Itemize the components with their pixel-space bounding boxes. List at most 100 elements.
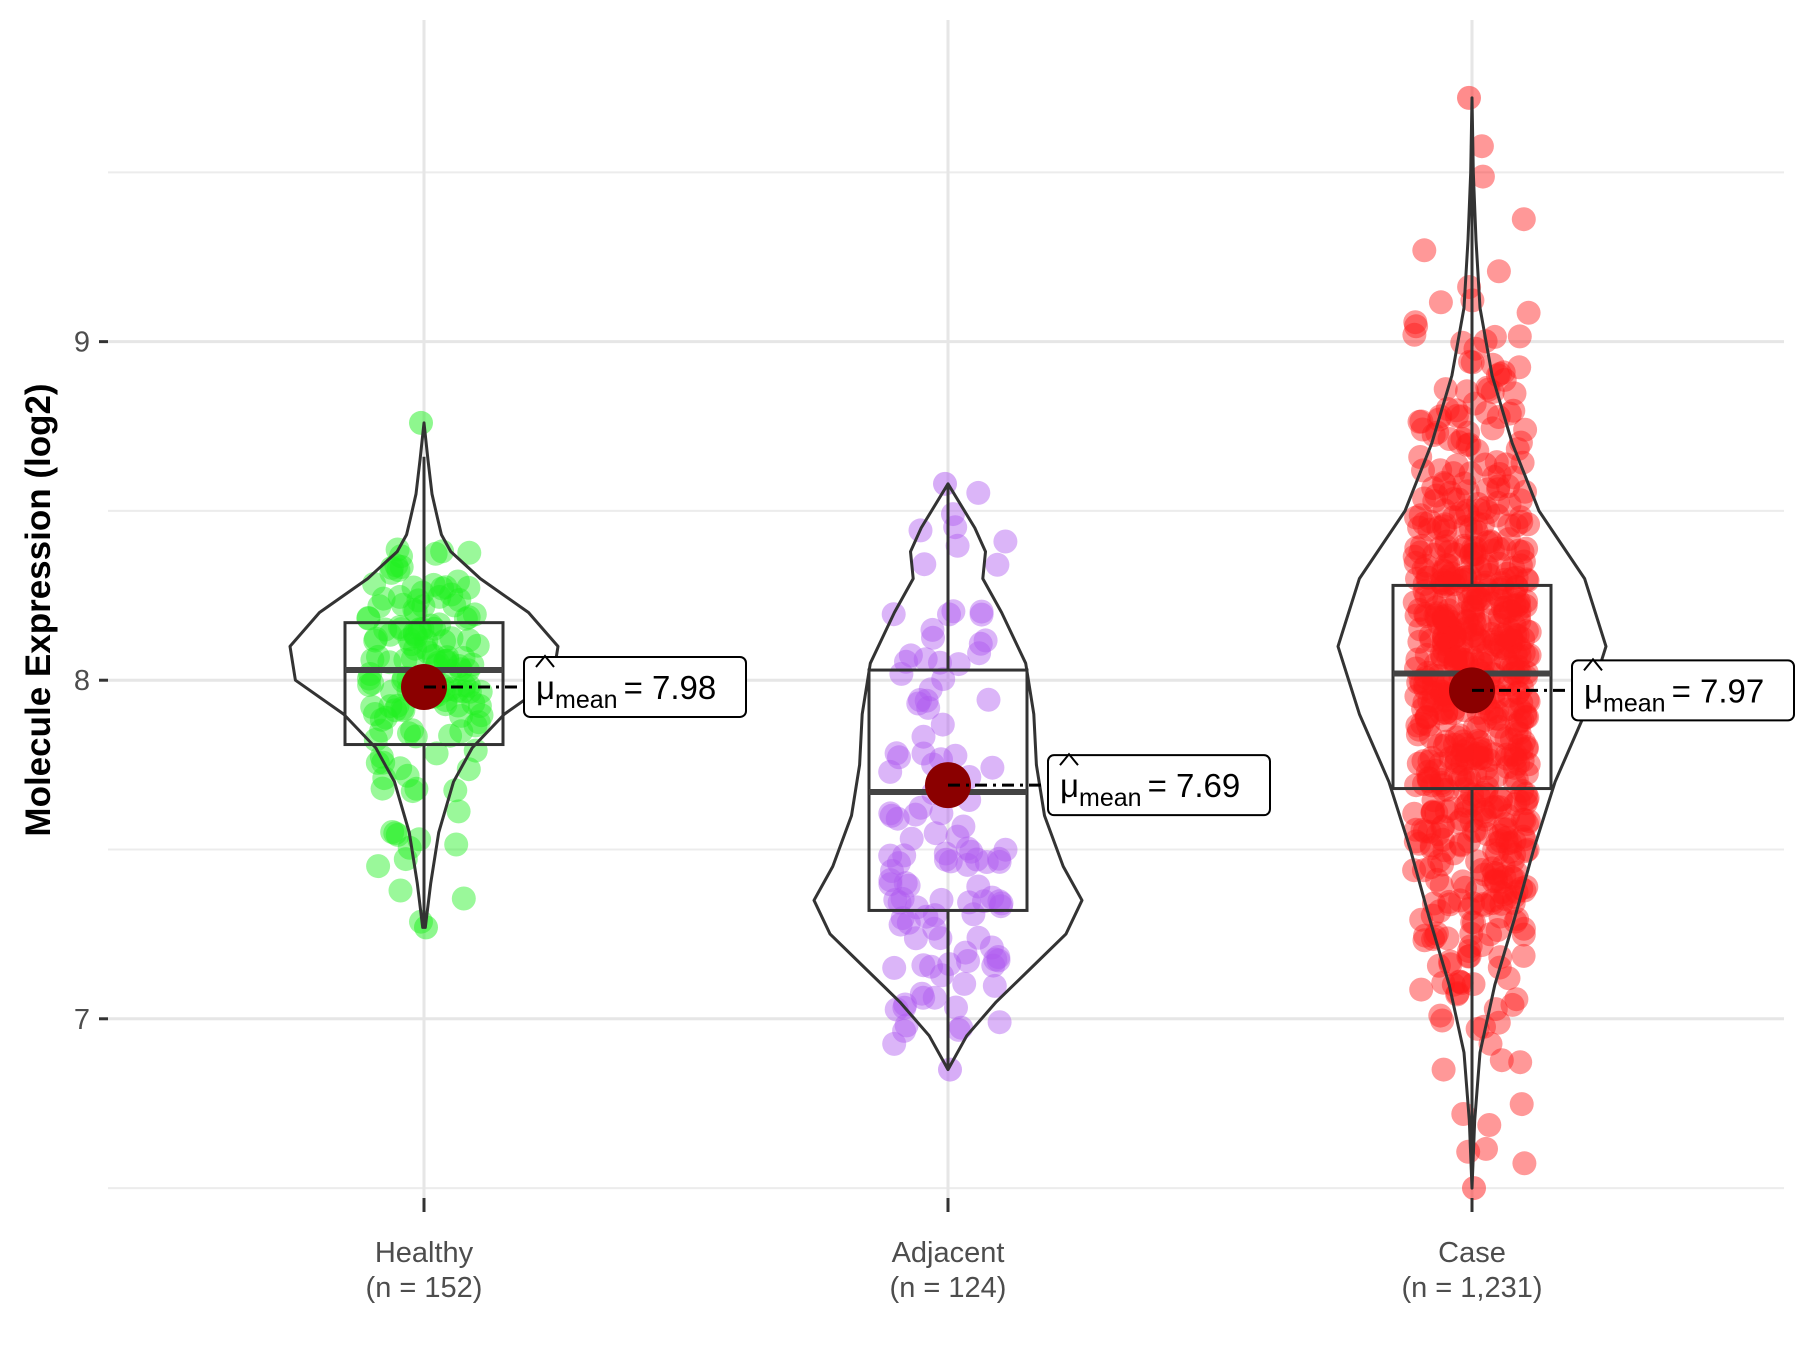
data-point <box>887 745 911 770</box>
data-point <box>1439 561 1464 586</box>
data-point <box>1417 517 1442 542</box>
data-point <box>1430 815 1455 840</box>
data-point <box>1408 445 1433 469</box>
iqr-box <box>1391 583 1553 791</box>
data-point <box>446 693 470 718</box>
data-point <box>1498 830 1523 855</box>
data-point <box>1408 540 1433 565</box>
data-point <box>1426 611 1451 636</box>
data-point <box>1474 554 1499 579</box>
data-point <box>1470 512 1495 537</box>
data-point <box>1455 433 1480 458</box>
data-point <box>1432 609 1457 634</box>
data-point <box>913 647 938 672</box>
data-point <box>1480 891 1505 916</box>
data-point <box>892 843 917 868</box>
data-point <box>922 985 947 1010</box>
data-point <box>1477 748 1502 773</box>
violin-outline <box>1336 96 1608 1190</box>
data-point <box>931 667 956 692</box>
data-point <box>1428 535 1453 560</box>
data-point <box>1513 417 1538 442</box>
data-point <box>1475 530 1500 555</box>
data-point <box>968 631 993 656</box>
data-point <box>366 854 391 879</box>
data-point <box>1436 598 1461 623</box>
data-point <box>1462 819 1487 844</box>
data-point <box>1503 792 1528 817</box>
data-point <box>1443 644 1468 669</box>
data-point <box>1511 922 1536 947</box>
data-point <box>1485 763 1509 788</box>
data-point <box>1438 616 1463 641</box>
data-point <box>1422 542 1447 567</box>
data-point <box>1429 701 1454 726</box>
data-point <box>1419 855 1444 880</box>
data-point <box>1431 606 1456 631</box>
data-point <box>1468 736 1493 761</box>
data-point <box>1512 827 1537 852</box>
y-tick-label: 7 <box>74 1004 90 1036</box>
data-point <box>1493 882 1518 906</box>
data-point <box>465 633 490 658</box>
data-point <box>1417 688 1442 713</box>
data-point <box>1482 742 1507 767</box>
data-point <box>1504 565 1529 590</box>
data-point <box>1448 832 1473 857</box>
data-point <box>1437 571 1462 595</box>
data-point <box>1402 322 1427 347</box>
data-point <box>974 850 999 874</box>
data-point <box>1463 336 1488 361</box>
data-point <box>1486 474 1511 499</box>
data-point <box>1438 745 1463 770</box>
data-point <box>1411 458 1435 483</box>
data-point <box>1506 592 1531 617</box>
data-point <box>1509 509 1534 534</box>
data-point <box>878 872 903 897</box>
data-point <box>1415 565 1440 590</box>
data-point <box>1485 490 1510 515</box>
data-point <box>1429 767 1454 792</box>
data-point <box>1404 773 1429 798</box>
data-point <box>1506 538 1531 563</box>
data-point <box>1491 622 1515 647</box>
data-point <box>1434 729 1459 754</box>
data-point <box>1510 708 1535 733</box>
y-tick-label: 8 <box>74 665 90 697</box>
data-point <box>1433 534 1458 559</box>
data-point <box>439 582 464 607</box>
data-point <box>1478 529 1503 554</box>
data-point <box>1424 605 1449 630</box>
mean-symbol: μ <box>1584 672 1603 709</box>
data-point <box>1489 869 1514 894</box>
data-point <box>1457 432 1482 457</box>
data-point <box>1420 692 1445 717</box>
data-point <box>985 552 1010 577</box>
data-point <box>973 628 998 653</box>
data-point <box>961 902 986 927</box>
data-point <box>1403 817 1428 842</box>
data-point <box>1460 646 1485 671</box>
data-point <box>886 851 911 876</box>
data-point <box>896 910 921 935</box>
data-point <box>899 826 924 851</box>
data-point <box>951 814 976 839</box>
data-point <box>1473 807 1498 832</box>
data-point <box>1407 831 1431 856</box>
data-point <box>403 636 428 661</box>
data-point <box>1508 1050 1533 1075</box>
data-point <box>1496 474 1521 499</box>
data-point <box>1482 324 1507 349</box>
data-point <box>1493 812 1518 837</box>
data-point <box>1505 681 1530 705</box>
data-point <box>923 821 948 846</box>
x-tick-label: Healthy <box>375 1237 474 1269</box>
data-point <box>463 713 488 738</box>
data-point <box>1417 769 1442 793</box>
data-point <box>1444 404 1469 428</box>
data-point <box>1463 762 1488 787</box>
data-point <box>1418 624 1443 648</box>
data-point <box>1469 858 1494 882</box>
data-point <box>363 628 388 653</box>
data-point <box>443 778 468 803</box>
